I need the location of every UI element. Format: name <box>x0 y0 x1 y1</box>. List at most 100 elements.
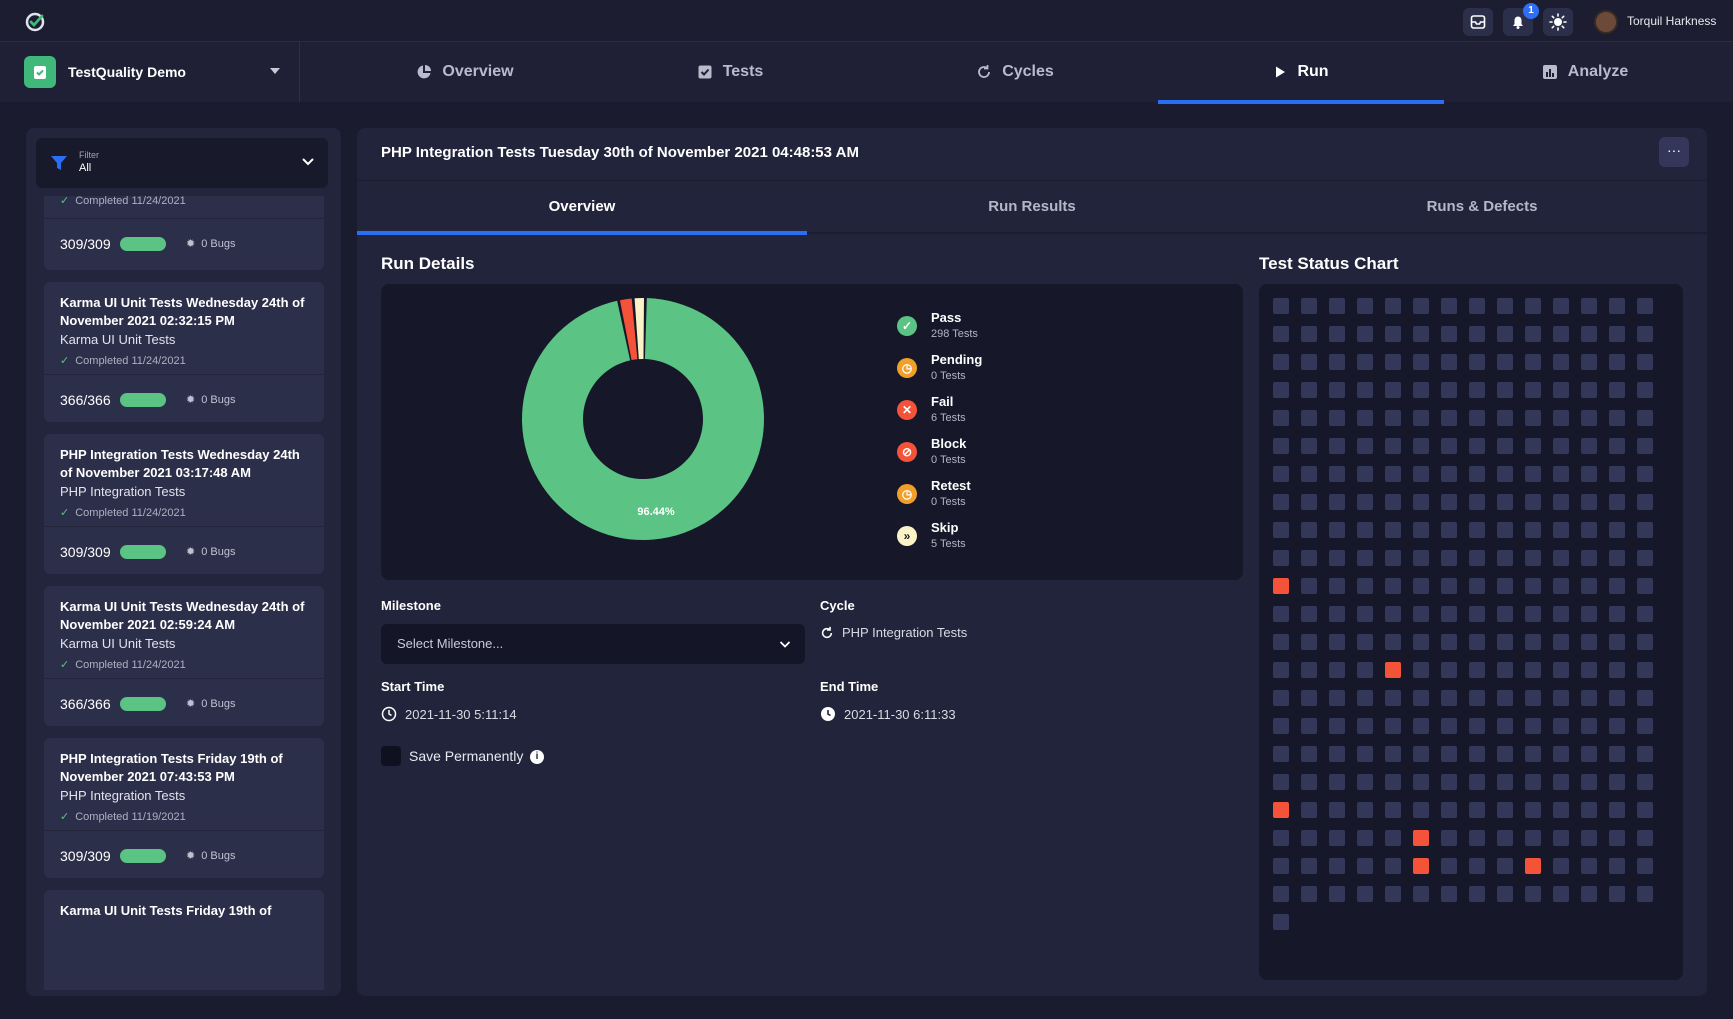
test-cell[interactable] <box>1413 522 1429 538</box>
test-cell[interactable] <box>1553 662 1569 678</box>
test-cell[interactable] <box>1497 634 1513 650</box>
test-cell[interactable] <box>1469 382 1485 398</box>
test-cell[interactable] <box>1329 718 1345 734</box>
test-cell[interactable] <box>1581 718 1597 734</box>
test-cell[interactable] <box>1553 606 1569 622</box>
test-cell[interactable] <box>1301 494 1317 510</box>
test-cell[interactable] <box>1329 522 1345 538</box>
milestone-select[interactable]: Select Milestone... <box>381 624 805 664</box>
test-cell[interactable] <box>1301 382 1317 398</box>
test-cell[interactable] <box>1273 886 1289 902</box>
test-cell[interactable] <box>1357 438 1373 454</box>
test-cell[interactable] <box>1609 830 1625 846</box>
test-cell[interactable] <box>1553 830 1569 846</box>
test-cell[interactable] <box>1637 494 1653 510</box>
notifications-button[interactable]: 1 <box>1503 3 1539 36</box>
test-cell[interactable] <box>1553 466 1569 482</box>
test-cell[interactable] <box>1441 802 1457 818</box>
test-cell[interactable] <box>1609 326 1625 342</box>
test-cell[interactable] <box>1497 662 1513 678</box>
test-cell[interactable] <box>1357 690 1373 706</box>
more-options-button[interactable]: ··· <box>1659 137 1689 167</box>
test-cell[interactable] <box>1497 578 1513 594</box>
test-cell[interactable] <box>1329 858 1345 874</box>
test-cell[interactable] <box>1441 326 1457 342</box>
test-cell[interactable] <box>1609 606 1625 622</box>
test-cell[interactable] <box>1357 774 1373 790</box>
test-cell[interactable] <box>1469 802 1485 818</box>
test-cell[interactable] <box>1413 298 1429 314</box>
test-cell[interactable] <box>1441 494 1457 510</box>
test-cell[interactable] <box>1357 298 1373 314</box>
test-cell[interactable] <box>1413 802 1429 818</box>
test-cell[interactable] <box>1469 746 1485 762</box>
test-cell[interactable] <box>1553 578 1569 594</box>
test-cell-fail[interactable] <box>1413 858 1429 874</box>
test-cell[interactable] <box>1525 382 1541 398</box>
test-cell[interactable] <box>1609 438 1625 454</box>
test-cell[interactable] <box>1525 438 1541 454</box>
run-card[interactable]: Karma UI Unit Tests Wednesday 24th of No… <box>44 282 324 422</box>
test-cell[interactable] <box>1385 802 1401 818</box>
test-cell[interactable] <box>1273 494 1289 510</box>
test-cell[interactable] <box>1581 662 1597 678</box>
test-cell[interactable] <box>1637 886 1653 902</box>
donut-slice-skip[interactable] <box>634 298 644 360</box>
test-cell[interactable] <box>1469 718 1485 734</box>
test-cell[interactable] <box>1637 578 1653 594</box>
test-cell[interactable] <box>1553 438 1569 454</box>
test-cell[interactable] <box>1385 522 1401 538</box>
test-cell[interactable] <box>1609 690 1625 706</box>
test-cell[interactable] <box>1637 606 1653 622</box>
test-cell[interactable] <box>1385 326 1401 342</box>
test-cell-fail[interactable] <box>1273 802 1289 818</box>
test-cell[interactable] <box>1413 886 1429 902</box>
test-cell[interactable] <box>1441 550 1457 566</box>
test-cell[interactable] <box>1301 578 1317 594</box>
run-card[interactable]: PHP Integration Tests Friday 19th of Nov… <box>44 738 324 878</box>
test-cell[interactable] <box>1329 494 1345 510</box>
app-logo-icon[interactable] <box>24 10 48 34</box>
test-cell[interactable] <box>1301 774 1317 790</box>
test-cell[interactable] <box>1497 410 1513 426</box>
test-cell[interactable] <box>1329 578 1345 594</box>
test-cell[interactable] <box>1357 494 1373 510</box>
test-cell[interactable] <box>1637 690 1653 706</box>
filter-dropdown[interactable]: Filter All <box>36 138 328 188</box>
test-cell-fail[interactable] <box>1413 830 1429 846</box>
test-cell[interactable] <box>1441 886 1457 902</box>
test-cell[interactable] <box>1301 886 1317 902</box>
test-cell[interactable] <box>1441 774 1457 790</box>
test-cell[interactable] <box>1273 718 1289 734</box>
cycle-value[interactable]: PHP Integration Tests <box>820 625 967 640</box>
test-cell[interactable] <box>1553 326 1569 342</box>
test-cell[interactable] <box>1637 550 1653 566</box>
test-cell[interactable] <box>1385 466 1401 482</box>
test-cell[interactable] <box>1441 830 1457 846</box>
test-cell[interactable] <box>1553 774 1569 790</box>
test-cell-fail[interactable] <box>1273 578 1289 594</box>
test-cell[interactable] <box>1553 298 1569 314</box>
test-cell[interactable] <box>1329 466 1345 482</box>
test-cell[interactable] <box>1581 410 1597 426</box>
test-cell[interactable] <box>1553 410 1569 426</box>
nav-tab-analyze[interactable]: Analyze <box>1450 42 1720 102</box>
test-cell[interactable] <box>1469 298 1485 314</box>
test-cell[interactable] <box>1637 718 1653 734</box>
test-cell[interactable] <box>1413 466 1429 482</box>
test-cell[interactable] <box>1413 718 1429 734</box>
test-cell[interactable] <box>1329 326 1345 342</box>
test-cell[interactable] <box>1637 438 1653 454</box>
test-cell[interactable] <box>1525 690 1541 706</box>
test-cell[interactable] <box>1413 354 1429 370</box>
test-cell[interactable] <box>1637 466 1653 482</box>
test-cell[interactable] <box>1357 606 1373 622</box>
test-cell[interactable] <box>1581 466 1597 482</box>
test-cell[interactable] <box>1413 690 1429 706</box>
test-cell[interactable] <box>1469 354 1485 370</box>
test-cell[interactable] <box>1385 858 1401 874</box>
test-cell[interactable] <box>1581 354 1597 370</box>
inbox-button[interactable] <box>1463 8 1493 36</box>
test-cell[interactable] <box>1525 578 1541 594</box>
test-cell[interactable] <box>1301 550 1317 566</box>
